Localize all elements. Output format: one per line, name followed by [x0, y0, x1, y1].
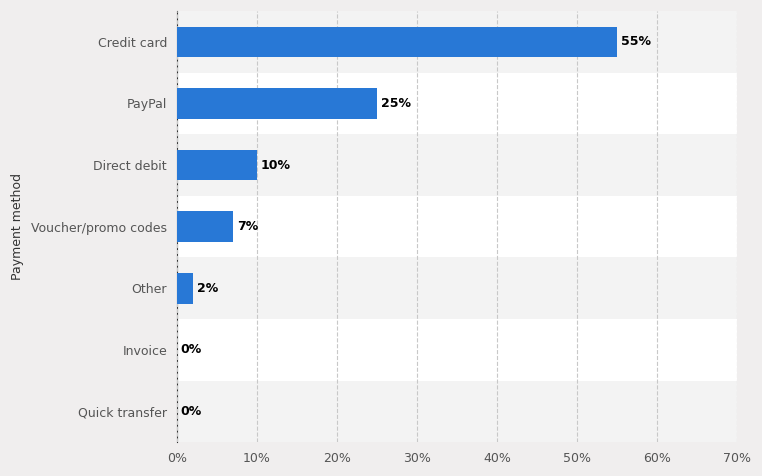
- Text: 7%: 7%: [237, 220, 258, 233]
- Bar: [177, 273, 193, 304]
- Text: 10%: 10%: [261, 159, 291, 171]
- Y-axis label: Payment method: Payment method: [11, 173, 24, 280]
- Bar: [177, 134, 737, 196]
- Bar: [177, 258, 737, 319]
- Text: 55%: 55%: [621, 35, 651, 49]
- Bar: [177, 88, 377, 119]
- Bar: [177, 11, 737, 73]
- Text: 25%: 25%: [381, 97, 411, 110]
- Bar: [177, 149, 257, 180]
- Text: 0%: 0%: [181, 343, 202, 357]
- Text: 0%: 0%: [181, 405, 202, 418]
- Bar: [177, 211, 232, 242]
- Bar: [177, 381, 737, 442]
- Bar: [177, 27, 617, 57]
- Text: 2%: 2%: [197, 282, 218, 295]
